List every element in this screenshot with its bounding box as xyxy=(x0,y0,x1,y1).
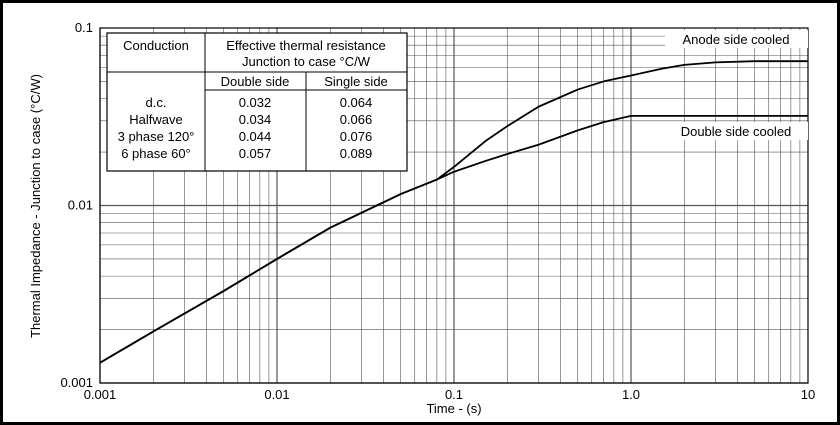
table-subheader-single: Single side xyxy=(324,74,388,89)
table-cell: 3 phase 120° xyxy=(118,129,195,144)
table-cell: 0.032 xyxy=(239,95,272,110)
table-cell: 0.044 xyxy=(239,129,272,144)
table-cell: 0.089 xyxy=(340,146,373,161)
y-tick-label: 0.01 xyxy=(68,198,93,213)
plot-area xyxy=(99,27,809,384)
anode-side-cooled-label: Anode side cooled xyxy=(683,32,790,47)
table-cell: 6 phase 60° xyxy=(121,146,191,161)
table-header-conduction: Conduction xyxy=(123,38,189,53)
table-row: d.c. 0.032 0.064 xyxy=(146,95,373,110)
anode-label-bg xyxy=(665,30,808,48)
y-tick-label: 0.1 xyxy=(75,20,93,35)
double-label-bg xyxy=(665,122,808,140)
x-axis-label: Time - (s) xyxy=(426,401,481,416)
y-tick-label: 0.001 xyxy=(60,375,93,390)
table-cell: 0.034 xyxy=(239,112,272,127)
table-border xyxy=(106,32,408,172)
series-layer xyxy=(99,60,808,364)
x-tick-label: 10 xyxy=(801,387,815,402)
table-row: 6 phase 60° 0.057 0.089 xyxy=(121,146,372,161)
resistance-table: Conduction Effective thermal resistance … xyxy=(106,32,408,172)
table-row: Halfwave 0.034 0.066 xyxy=(129,112,372,127)
table-cell: 0.076 xyxy=(340,129,373,144)
x-tick-labels: 0.001 0.01 0.1 1.0 10 xyxy=(84,387,816,402)
double-side-cooled-curve xyxy=(99,114,808,364)
table-header-junction: Junction to case °C/W xyxy=(242,54,371,69)
table-header-resistance: Effective thermal resistance xyxy=(226,38,385,53)
double-side-cooled-label: Double side cooled xyxy=(681,124,792,139)
x-tick-label: 0.1 xyxy=(445,387,463,402)
table-cell: Halfwave xyxy=(129,112,182,127)
table-subheader-double: Double side xyxy=(221,74,290,89)
x-tick-label: 0.01 xyxy=(264,387,289,402)
table-cell: 0.066 xyxy=(340,112,373,127)
table-row: 3 phase 120° 0.044 0.076 xyxy=(118,129,373,144)
x-tick-label: 0.001 xyxy=(84,387,117,402)
table-cell: d.c. xyxy=(146,95,167,110)
y-axis-label: Thermal Impedance - Junction to case (°C… xyxy=(28,74,43,338)
table-cell: 0.064 xyxy=(340,95,373,110)
x-tick-label: 1.0 xyxy=(622,387,640,402)
table-cell: 0.057 xyxy=(239,146,272,161)
y-tick-labels: 0.001 0.01 0.1 xyxy=(60,20,93,390)
